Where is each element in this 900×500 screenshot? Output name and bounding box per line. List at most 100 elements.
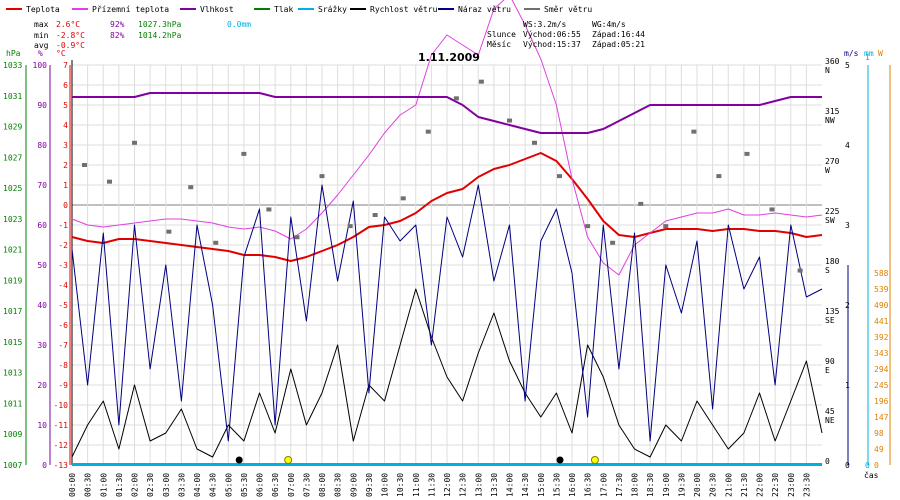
stats-max-rain: 0.0mm — [227, 20, 251, 29]
tick-label-hpa: 1009 — [3, 430, 22, 439]
sunset-marker — [590, 456, 599, 464]
wind-direction-point — [797, 268, 803, 273]
legend-label-naraz: Náraz větru — [458, 5, 511, 14]
wind-direction-point — [319, 174, 325, 179]
time-tick-label: 19:30 — [677, 473, 686, 497]
time-tick-label: 00:00 — [68, 473, 77, 497]
time-tick-label: 16:00 — [568, 473, 577, 497]
time-tick-label: 03:00 — [162, 473, 171, 497]
tick-label-c: -5 — [58, 301, 68, 310]
tick-label-w: 588 — [874, 269, 889, 278]
ws-value: WS:3.2m/s — [523, 20, 567, 29]
series-line-naraz — [71, 184, 823, 442]
time-tick-label: 19:00 — [662, 473, 671, 497]
stats-avg-temp: -0.9°C — [56, 41, 85, 50]
tick-label-w: 392 — [874, 333, 889, 342]
tick-label-c: -6 — [58, 321, 68, 330]
time-tick-label: 06:30 — [271, 473, 280, 497]
tick-label-w: 147 — [874, 413, 889, 422]
tick-label-c: -2 — [58, 241, 68, 250]
wind-direction-point — [585, 224, 591, 229]
tick-label-w: 490 — [874, 301, 889, 310]
unit-pct: % — [38, 49, 43, 58]
tick-label-ms: 3 — [845, 221, 850, 230]
tick-label-c: -10 — [54, 401, 69, 410]
wg-value: WG:4m/s — [592, 20, 626, 29]
wind-direction-point — [557, 174, 562, 179]
time-tick-label: 15:00 — [537, 473, 546, 497]
tick-label-c: 3 — [63, 141, 68, 150]
tick-label-w: 196 — [874, 397, 889, 406]
unit-ms: m/s — [844, 49, 859, 58]
wind-direction-point — [347, 224, 353, 229]
time-tick-label: 17:00 — [599, 473, 608, 497]
tick-label-hpa: 1025 — [3, 184, 22, 193]
wind-direction-point — [478, 79, 484, 84]
tick-label-dir-name: N — [825, 66, 830, 75]
wind-direction-point — [425, 129, 431, 134]
legend-label-srazky: Srážky — [318, 5, 347, 14]
tick-label-pct: 0 — [42, 461, 47, 470]
time-tick-label: 05:30 — [240, 473, 249, 497]
time-tick-label: 15:30 — [552, 473, 561, 497]
legend-label-teplota: Teplota — [26, 5, 60, 14]
tick-label-hpa: 1027 — [3, 153, 22, 162]
tick-label-w: 343 — [874, 349, 889, 358]
tick-label-dir: 0 — [825, 457, 830, 466]
legend-label-prizemni: Přízemní teplota — [92, 5, 169, 14]
wind-direction-point — [532, 140, 537, 145]
tick-label-ms: 2 — [845, 301, 850, 310]
time-tick-label: 23:30 — [802, 473, 811, 497]
tick-label-c: -7 — [58, 341, 68, 350]
wind-direction-point — [266, 207, 272, 212]
sun-label: Slunce — [487, 30, 516, 39]
time-tick-label: 08:30 — [334, 473, 343, 497]
tick-label-hpa: 1021 — [3, 246, 22, 255]
tick-label-c: 6 — [63, 81, 68, 90]
tick-label-hpa: 1031 — [3, 92, 22, 101]
tick-label-pct: 20 — [37, 381, 47, 390]
tick-label-c: 4 — [63, 121, 68, 130]
tick-label-c: -11 — [54, 421, 69, 430]
time-tick-label: 02:00 — [131, 473, 140, 497]
tick-label-mm: 1 — [865, 53, 870, 62]
time-tick-label: 04:30 — [209, 473, 218, 497]
wind-direction-point — [372, 213, 378, 217]
time-tick-label: 18:30 — [646, 473, 655, 497]
tick-label-hpa: 1015 — [3, 338, 22, 347]
tick-label-dir: 90 — [825, 357, 835, 366]
time-axis-label: čas — [864, 470, 879, 480]
tick-label-dir: 225 — [825, 207, 840, 216]
time-tick-label: 01:30 — [115, 473, 124, 497]
sunrise: Východ:06:55 — [523, 30, 581, 39]
tick-label-pct: 10 — [37, 421, 47, 430]
tick-label-c: -13 — [54, 461, 69, 470]
wind-direction-point — [166, 229, 172, 234]
time-tick-label: 20:30 — [709, 473, 718, 497]
time-tick-label: 11:00 — [412, 473, 421, 497]
time-tick-label: 01:00 — [99, 473, 108, 497]
legend: Teplota Přízemní teplota Vlhkost Tlak Srážky… — [6, 5, 592, 14]
tick-label-c: 5 — [63, 101, 68, 110]
tick-label-w: 539 — [874, 285, 889, 294]
tick-label-pct: 70 — [37, 181, 47, 190]
tick-label-ms: 5 — [845, 61, 850, 70]
stats-min-press: 1014.2hPa — [138, 31, 182, 40]
wind-direction-point — [132, 140, 137, 145]
tick-label-pct: 40 — [37, 301, 47, 310]
tick-label-w: 245 — [874, 381, 889, 390]
unit-mm: mm — [864, 49, 874, 58]
time-tick-label: 05:00 — [224, 473, 233, 497]
tick-labels: 1033103110291027102510231021101910171015… — [3, 53, 889, 497]
stats-min-label: min — [34, 31, 49, 40]
tick-label-ms: 4 — [845, 141, 850, 150]
tick-label-ms: 0 — [845, 461, 850, 470]
tick-label-dir: 270 — [825, 157, 840, 166]
time-tick-label: 04:00 — [193, 473, 202, 497]
wind-direction-point — [453, 96, 459, 101]
time-tick-label: 13:00 — [474, 473, 483, 497]
time-tick-label: 12:30 — [459, 473, 468, 497]
legend-label-vlhkost: Vlhkost — [200, 5, 234, 14]
stats-info: max 2.6°C 92% 1027.3hPa 0.0mm min -2.8°C… — [6, 20, 883, 480]
